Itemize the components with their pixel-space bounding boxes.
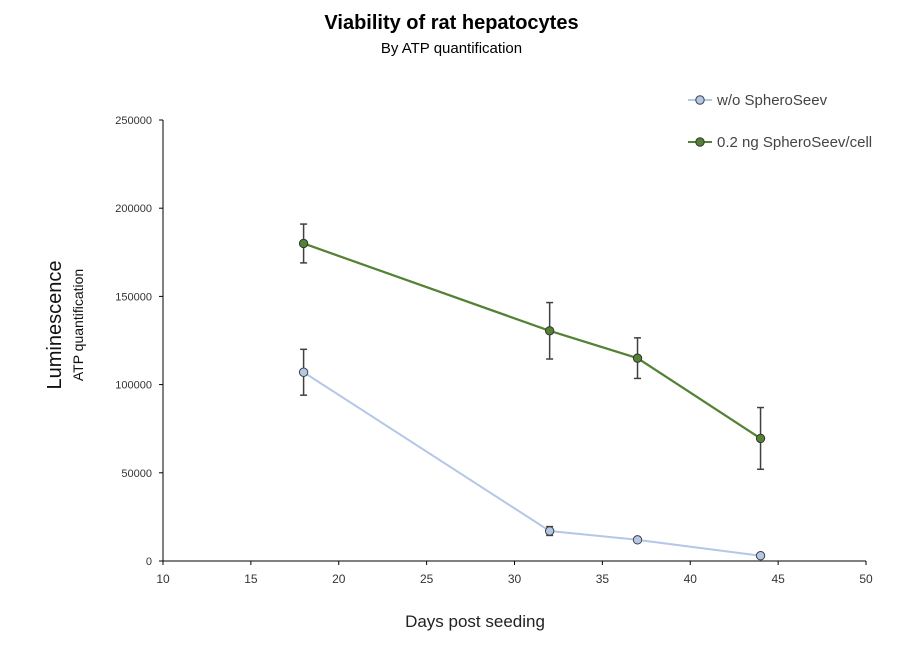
- x-tick-label: 50: [859, 572, 873, 586]
- series-line: [303, 242, 762, 440]
- legend-marker: [695, 95, 705, 105]
- series-0: [298, 348, 766, 561]
- axes: 0 50000 100000 150000 200000 250000 10 15 20 25 30…: [115, 115, 873, 586]
- y-tick-label: 0: [146, 556, 152, 568]
- x-tick-label: 15: [244, 572, 258, 586]
- legend: w/o SpheroSeev 0.2 ng SpheroSeev/cell: [688, 92, 872, 151]
- y-tick-label: 50000: [121, 468, 152, 480]
- x-tick-label: 20: [332, 572, 346, 586]
- series-1: [298, 223, 766, 471]
- x-tick-label: 10: [156, 572, 170, 586]
- x-tick-label: 35: [596, 572, 610, 586]
- data-point: [544, 326, 555, 336]
- legend-label: 0.2 ng SpheroSeev/cell: [717, 134, 872, 151]
- series-line: [303, 371, 761, 557]
- data-point: [544, 526, 555, 536]
- x-tick-label: 25: [420, 572, 434, 586]
- legend-item: w/o SpheroSeev: [688, 92, 828, 109]
- x-tick-label: 40: [684, 572, 698, 586]
- y-tick-label: 200000: [115, 203, 152, 215]
- chart-title: Viability of rat hepatocytes: [324, 12, 579, 34]
- x-axis-title: Days post seeding: [405, 612, 545, 631]
- x-tick-label: 30: [508, 572, 522, 586]
- chart-subtitle: By ATP quantification: [380, 40, 523, 57]
- y-axis-title: Luminescence: [44, 261, 66, 390]
- data-point: [298, 238, 309, 249]
- legend-item: 0.2 ng SpheroSeev/cell: [688, 134, 872, 151]
- series-layer: [298, 223, 766, 561]
- y-tick-label: 100000: [115, 380, 152, 392]
- data-point: [632, 353, 643, 363]
- data-point: [755, 433, 766, 444]
- legend-marker: [695, 137, 705, 147]
- y-axis-subtitle: ATP quantification: [70, 269, 86, 381]
- x-tick-label: 45: [771, 572, 785, 586]
- y-tick-label: 150000: [115, 291, 152, 303]
- data-point: [298, 367, 309, 377]
- y-tick-label: 250000: [115, 115, 152, 127]
- data-point: [755, 551, 766, 561]
- data-point: [632, 535, 643, 545]
- legend-label: w/o SpheroSeev: [716, 92, 828, 109]
